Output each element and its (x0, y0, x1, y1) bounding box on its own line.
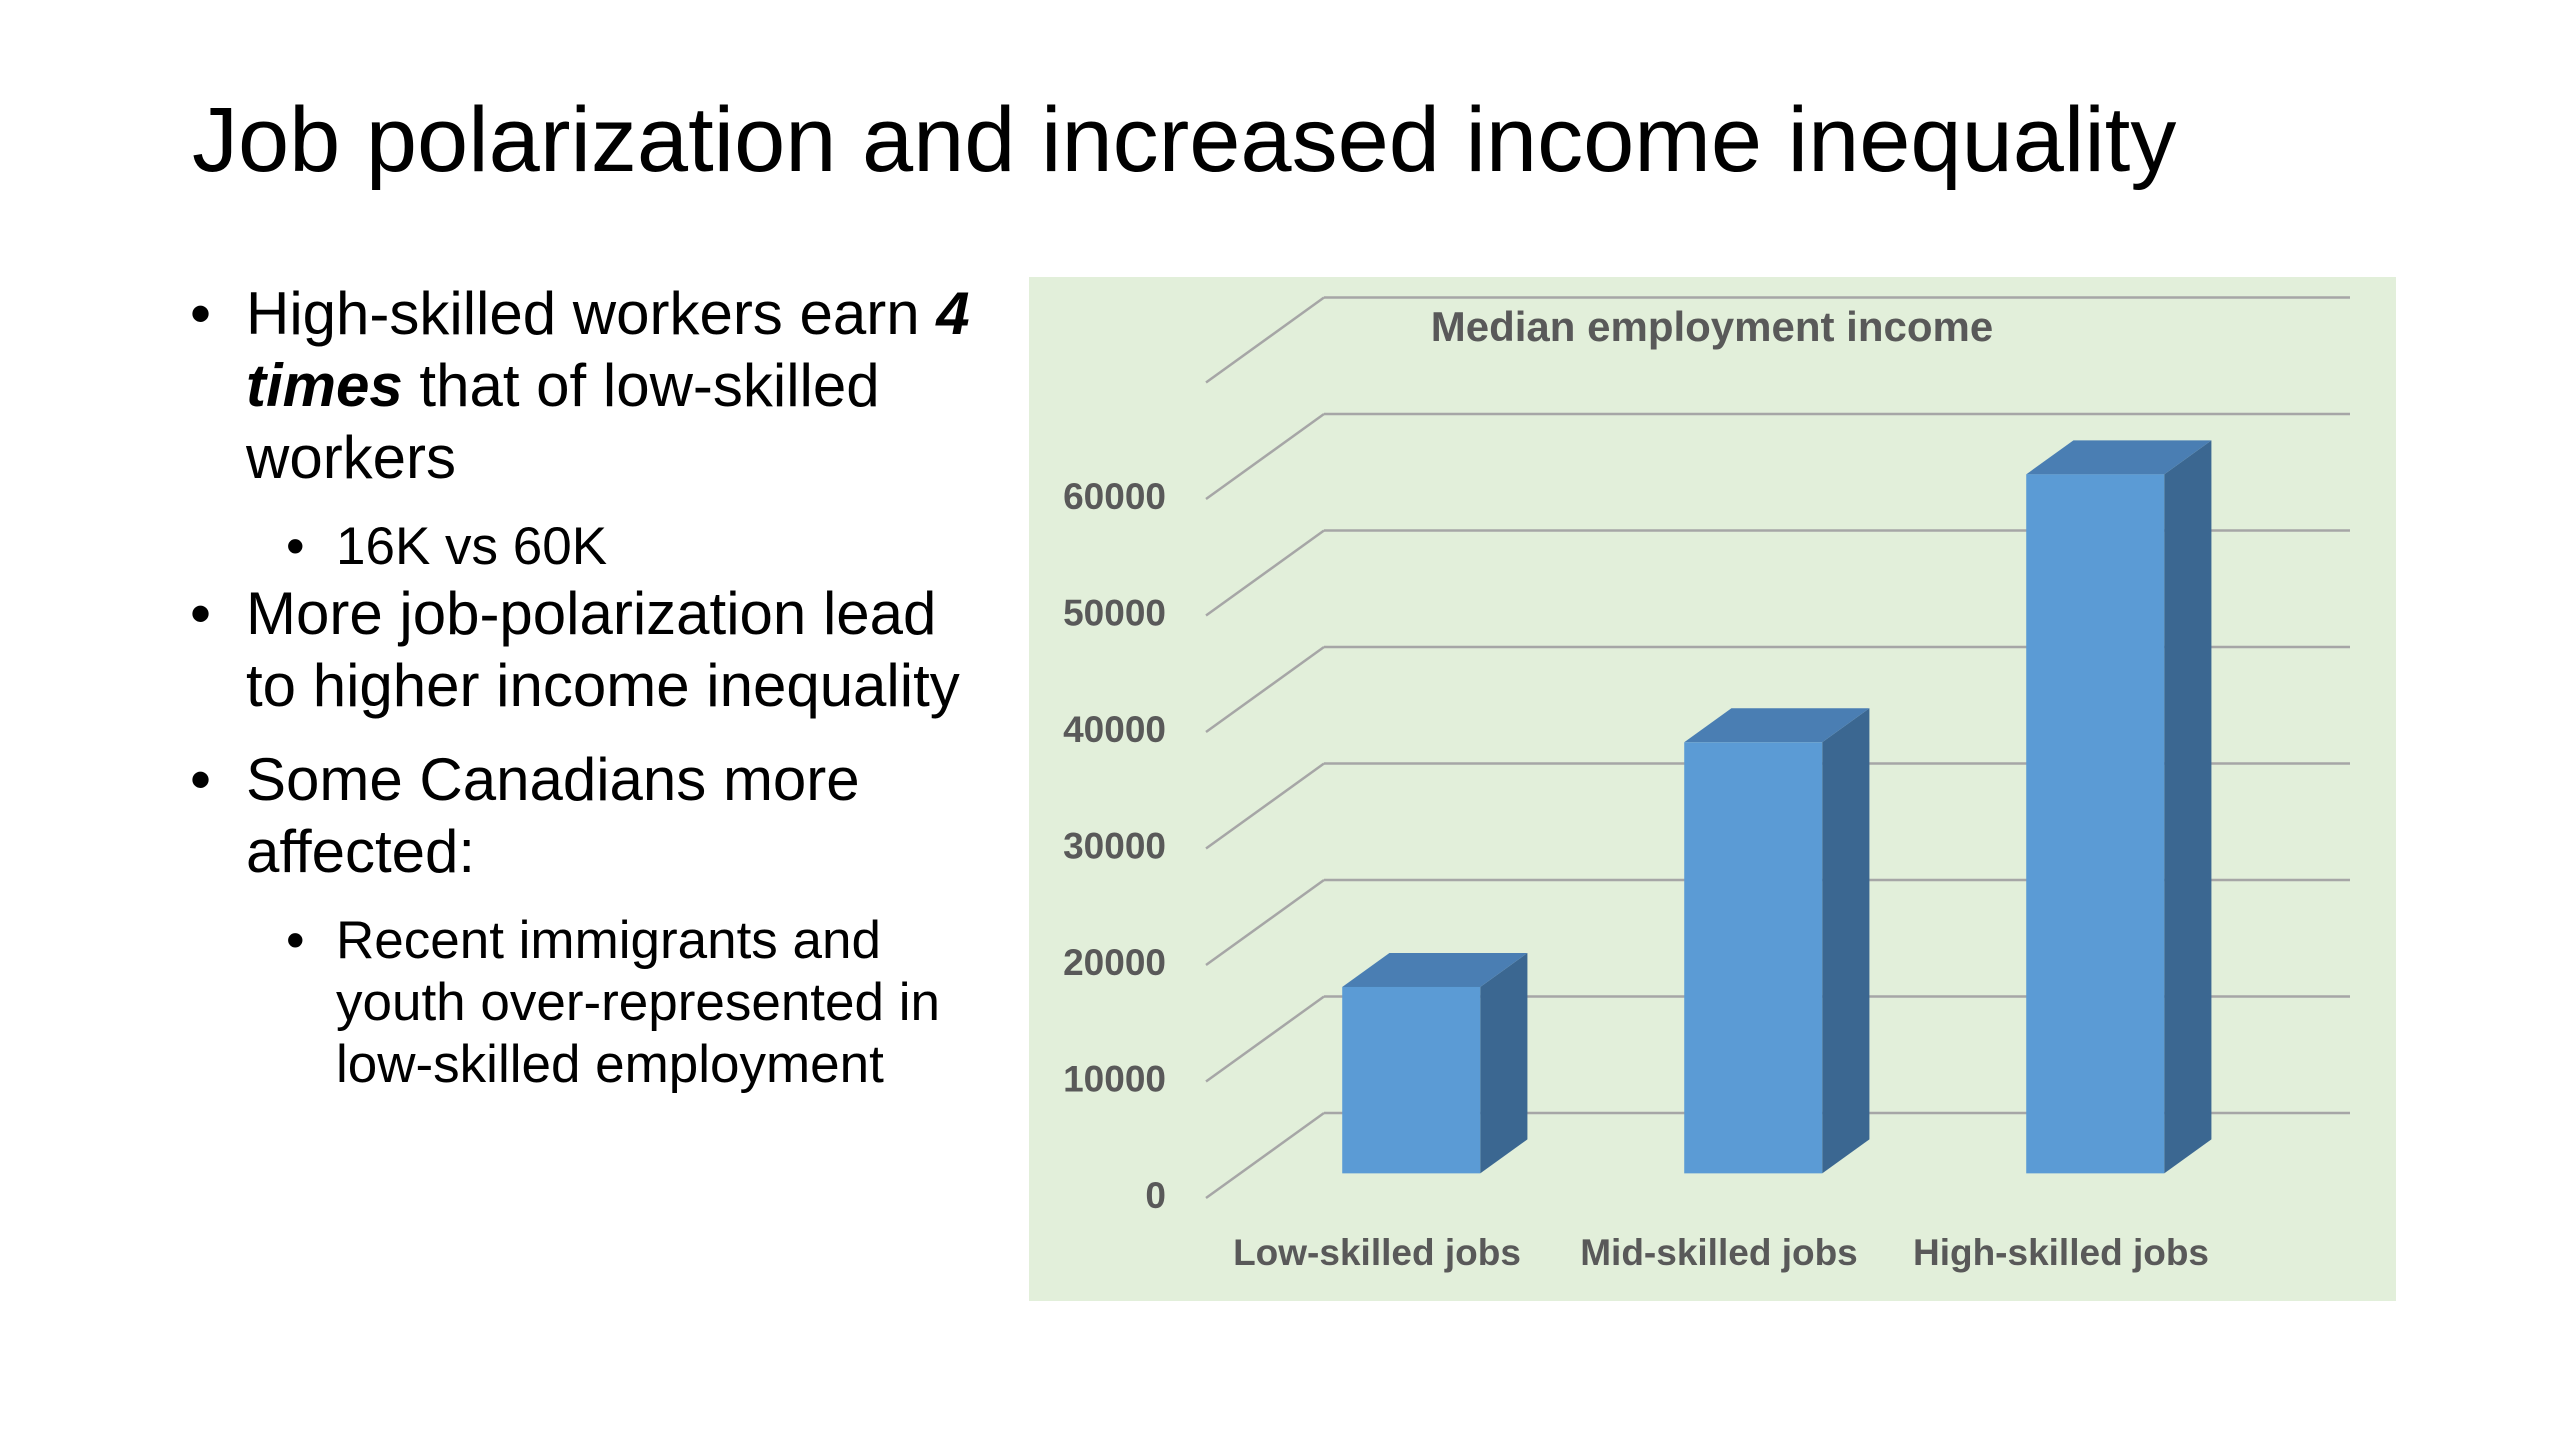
grid-diagonal (1205, 296, 1325, 384)
y-tick-label: 30000 (1063, 825, 1166, 866)
grid-diagonal (1205, 995, 1325, 1083)
bullet: More job-polarization lead to higher inc… (190, 578, 980, 722)
sub-bullet: 16K vs 60K (286, 516, 980, 578)
bar (1684, 742, 1823, 1174)
x-tick-label: Mid-skilled jobs (1580, 1232, 1858, 1273)
x-tick-label: High-skilled jobs (1913, 1232, 2209, 1273)
bullet-text: 4 times (246, 280, 987, 419)
bar (1342, 986, 1481, 1174)
bullet-text: High-skilled workers earn (246, 280, 937, 347)
y-tick-label: 20000 (1063, 942, 1166, 983)
grid-diagonal (1205, 878, 1325, 967)
grid-diagonal (1205, 762, 1325, 850)
y-tick-label: 50000 (1063, 592, 1166, 633)
chart-title: Median employment income (1431, 303, 1993, 350)
bar-top (1684, 708, 1870, 743)
bar-side (1480, 952, 1528, 1174)
y-tick-label: 40000 (1063, 709, 1166, 750)
bar-top (1342, 952, 1528, 987)
y-tick-label: 10000 (1063, 1058, 1166, 1099)
grid-diagonal (1205, 412, 1325, 501)
x-tick-label: Low-skilled jobs (1233, 1232, 1521, 1273)
grid-diagonal (1205, 645, 1325, 734)
bullet-text: Some Canadians more affected: (246, 746, 877, 885)
y-tick-label: 0 (1145, 1175, 1166, 1216)
bullet: Some Canadians more affected: (190, 744, 980, 888)
bar-top (2026, 440, 2212, 475)
bar (2026, 474, 2165, 1174)
y-tick-label: 60000 (1063, 476, 1166, 517)
bullet-text: that of low-skilled workers (246, 352, 913, 491)
sub-bullet: Recent immigrants and youth over-represe… (286, 910, 980, 1096)
grid-diagonal (1205, 1111, 1325, 1200)
bullet: High-skilled workers earn 4 times that o… (190, 278, 980, 494)
bar-side (2164, 440, 2212, 1174)
bullet-text: More job-polarization lead to higher inc… (246, 580, 960, 719)
bullet-list: High-skilled workers earn 4 times that o… (190, 278, 980, 1096)
grid-diagonal (1205, 529, 1325, 617)
bar-side (1822, 708, 1870, 1174)
slide-title: Job polarization and increased income in… (192, 89, 2177, 191)
